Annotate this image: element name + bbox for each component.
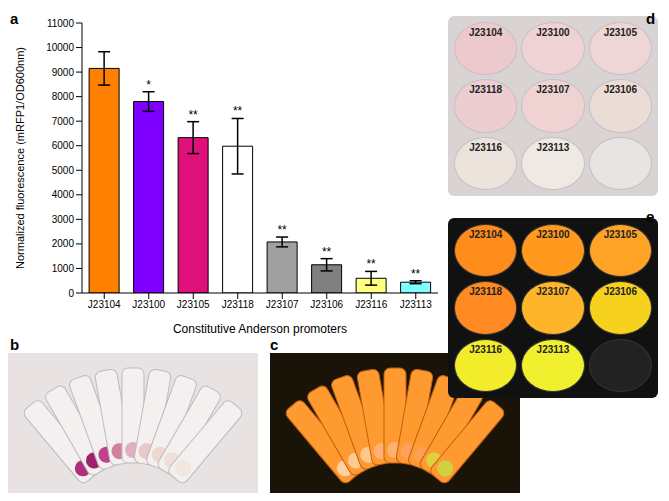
html-text:J23106: J23106: [603, 84, 637, 96]
html-text:J23104: J23104: [469, 27, 503, 38]
svg-text:J23116: J23116: [355, 299, 388, 310]
svg-text:J23106: J23106: [310, 299, 343, 310]
svg-text:9000: 9000: [52, 67, 75, 78]
html-text:b: b: [10, 336, 20, 353]
svg-text:**: **: [411, 267, 421, 281]
svg-text:8000: 8000: [52, 91, 75, 102]
svg-text:Normalized fluorescence (mRFP1: Normalized fluorescence (mRFP1/OD600nm): [14, 47, 26, 269]
svg-text:1000: 1000: [52, 263, 75, 274]
html-text:J23104: J23104: [469, 229, 503, 240]
html-text:J23105: J23105: [603, 229, 637, 240]
svg-text:J23100: J23100: [132, 299, 165, 310]
svg-text:11000: 11000: [47, 18, 75, 29]
svg-text:3000: 3000: [52, 214, 75, 225]
html-text:J23105: J23105: [603, 27, 637, 38]
html-text:J23100: J23100: [536, 229, 570, 240]
svg-text:7000: 7000: [52, 116, 75, 127]
html-text:a: a: [10, 10, 19, 27]
html-text:d: d: [646, 10, 656, 27]
svg-text:6000: 6000: [52, 140, 75, 151]
svg-text:**: **: [322, 245, 332, 259]
svg-text:**: **: [233, 104, 243, 118]
svg-text:**: **: [277, 223, 287, 237]
svg-text:0: 0: [68, 288, 74, 299]
html-text:J23107: J23107: [536, 286, 570, 298]
html-text:J23116: J23116: [469, 141, 503, 153]
html-text:J23100: J23100: [536, 27, 570, 38]
svg-text:*: *: [146, 78, 151, 92]
html-text:J23107: J23107: [536, 84, 570, 96]
svg-text:**: **: [366, 257, 376, 271]
svg-text:J23107: J23107: [266, 299, 299, 310]
html-text:J23116: J23116: [469, 343, 503, 355]
html-text:J23113: J23113: [536, 343, 570, 355]
html-text:J23118: J23118: [469, 84, 503, 96]
svg-text:5000: 5000: [52, 165, 75, 176]
svg-text:10000: 10000: [46, 42, 74, 53]
html-text:c: c: [270, 336, 279, 353]
svg-text:4000: 4000: [52, 189, 75, 200]
html-text:e: e: [646, 208, 655, 225]
svg-text:J23105: J23105: [177, 299, 210, 310]
svg-text:2000: 2000: [52, 238, 75, 249]
html-text:J23118: J23118: [469, 286, 503, 298]
svg-text:J23104: J23104: [88, 299, 121, 310]
html-text:J23113: J23113: [536, 141, 570, 153]
svg-text:Constitutive Anderson promoter: Constitutive Anderson promoters: [173, 322, 347, 336]
svg-text:J23113: J23113: [400, 299, 433, 310]
svg-text:**: **: [188, 108, 198, 122]
html-text:J23106: J23106: [603, 286, 637, 298]
svg-text:J23118: J23118: [222, 299, 255, 310]
